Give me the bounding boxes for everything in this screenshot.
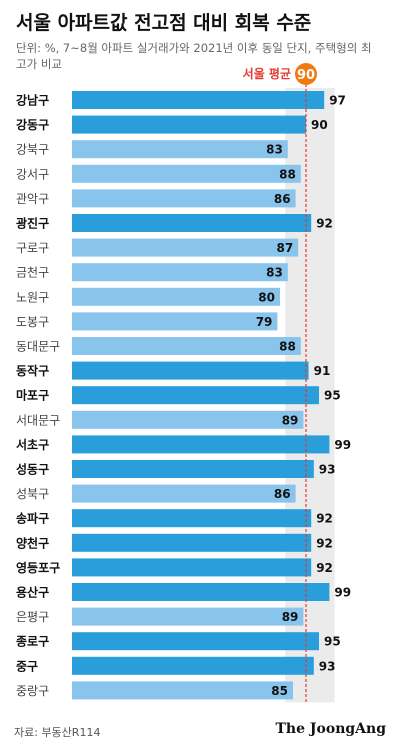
value-label: 99 [334,586,351,600]
category-label: 동작구 [16,363,49,378]
value-label: 88 [279,340,296,354]
bar [72,214,312,232]
source-note: 자료: 부동산R114 [14,726,101,739]
bar [72,115,306,134]
value-label: 92 [316,561,333,575]
category-label: 성북구 [16,487,49,501]
category-label: 중구 [16,659,38,673]
value-label: 90 [311,118,328,132]
bar [72,533,312,552]
bar [72,361,309,380]
value-label: 92 [316,536,333,550]
value-label: 99 [334,438,351,452]
value-label: 86 [274,192,291,206]
bar [72,263,288,282]
bar [72,632,319,651]
bar [72,287,280,306]
category-label: 강북구 [16,143,49,157]
category-label: 서초구 [16,437,49,452]
reference-marker [295,63,317,85]
value-label: 89 [282,413,299,427]
bar [72,607,304,626]
publisher-logo: The JoongAng [275,721,386,737]
bar [72,164,301,183]
category-label: 중랑구 [16,684,49,698]
category-label: 노원구 [16,290,49,304]
labels: 강남구 97 강동구 90 강북구 83 강서구 88 관악구 86 광진구 92 구로구 87 금천구 83… [16,93,351,698]
category-label: 서대문구 [16,413,60,427]
category-label: 용산구 [16,585,49,600]
category-label: 마포구 [16,388,49,403]
value-label: 97 [329,94,346,108]
reference-label: 서울 평균 [243,66,291,81]
category-label: 관악구 [16,192,49,206]
value-label: 93 [319,659,336,673]
bar [72,189,296,208]
value-label: 85 [271,684,288,698]
reference-value: 90 [297,68,315,83]
value-label: 83 [266,143,283,157]
value-label: 80 [258,290,275,304]
value-label: 79 [256,315,273,329]
bar [72,460,314,478]
category-label: 양천구 [16,535,49,550]
category-label: 광진구 [16,216,49,231]
value-label: 95 [324,635,341,649]
value-label: 86 [274,487,291,501]
category-label: 구로구 [16,241,49,255]
chart-title: 서울 아파트값 전고점 대비 회복 수준 [16,12,312,34]
value-label: 93 [319,463,336,477]
bar [72,681,293,700]
bar [72,558,312,577]
value-label: 87 [276,241,293,255]
bar [72,238,299,257]
bar [72,410,304,429]
category-label: 강남구 [16,93,49,108]
bar [72,583,330,601]
value-label: 92 [316,217,333,231]
category-label: 동대문구 [16,340,60,354]
category-label: 성동구 [16,463,49,477]
category-label: 종로구 [16,635,49,649]
category-label: 영등포구 [16,560,60,575]
bar [72,435,330,454]
bar [72,91,325,109]
value-label: 88 [279,167,296,181]
bars [72,91,330,700]
value-label: 83 [266,266,283,280]
value-label: 91 [314,364,331,378]
value-label: 92 [316,512,333,526]
chart-subtitle: 단위: %, 7~8월 아파트 실거래가와 2021년 이후 동일 단지, 주택… [16,41,372,71]
bar [72,312,278,331]
bar [72,386,319,405]
bar [72,509,312,528]
category-label: 금천구 [16,265,49,280]
category-label: 은평구 [16,610,49,624]
reference-group: 90 서울 평균 [243,63,317,703]
category-label: 강서구 [16,167,49,181]
bar [72,337,301,355]
category-label: 강동구 [16,118,49,132]
category-label: 송파구 [16,511,49,526]
value-label: 89 [282,610,299,624]
bar [72,656,314,675]
category-label: 도봉구 [16,315,49,329]
bar [72,484,296,503]
value-label: 95 [324,389,341,403]
bar [72,140,288,159]
